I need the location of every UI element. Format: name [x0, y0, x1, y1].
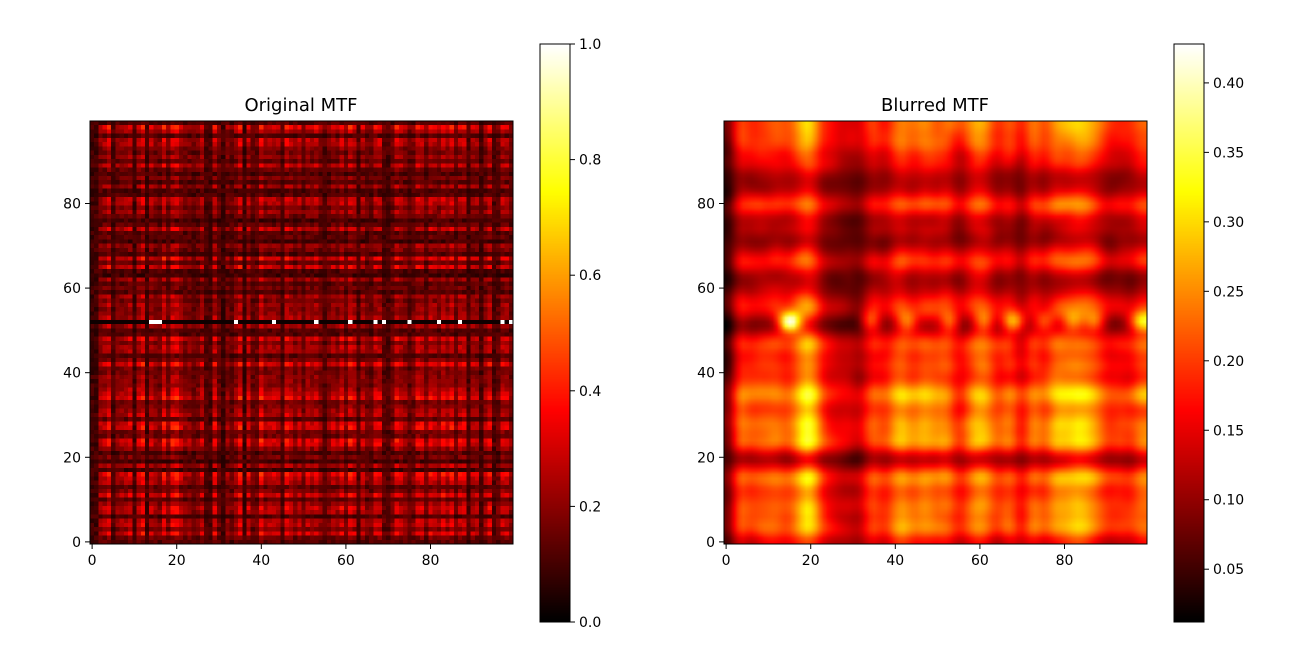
title-original-mtf: Original MTF	[244, 95, 357, 116]
axes-frame-blurred-mtf	[723, 120, 1148, 545]
x-tick-label: 0	[88, 553, 97, 569]
y-tick-label: 80	[697, 196, 715, 212]
colorbar-tick-label: 0.0	[579, 615, 601, 631]
colorbar-tick-label: 0.6	[579, 268, 601, 284]
x-axis-original-mtf: 0 20 40 60 80	[88, 544, 440, 569]
x-tick-label: 20	[802, 553, 820, 569]
y-tick-label: 40	[63, 366, 81, 382]
colorbar-tick-label: 0.4	[579, 384, 601, 400]
x-tick-label: 0	[722, 553, 731, 569]
colorbar-gradient-original-mtf	[540, 44, 570, 622]
y-axis-original-mtf: 0 20 40 60 80	[63, 196, 90, 551]
x-tick-label: 60	[337, 553, 355, 569]
y-tick-label: 0	[706, 535, 715, 551]
colorbar-tick-label: 0.40	[1213, 76, 1244, 92]
y-tick-label: 80	[63, 196, 81, 212]
y-tick-label: 20	[63, 450, 81, 466]
y-tick-label: 60	[63, 281, 81, 297]
colorbar-tick-label: 0.10	[1213, 493, 1244, 509]
axes-frame-original-mtf	[89, 120, 514, 545]
x-tick-label: 80	[422, 553, 440, 569]
colorbar-gradient-blurred-mtf	[1174, 44, 1204, 622]
colorbar-tick-label: 0.20	[1213, 354, 1244, 370]
colorbar-tick-label: 0.15	[1213, 423, 1244, 439]
x-tick-label: 40	[886, 553, 904, 569]
y-tick-label: 0	[72, 535, 81, 551]
colorbar-tick-label: 1.0	[579, 37, 601, 53]
y-tick-label: 60	[697, 281, 715, 297]
x-tick-label: 60	[971, 553, 989, 569]
y-tick-label: 20	[697, 450, 715, 466]
panel-blurred-mtf: Blurred MTF 0 20 40 60 80 0 20 40 60 80	[697, 95, 1148, 569]
x-tick-label: 80	[1056, 553, 1074, 569]
heatmap-original-mtf	[90, 121, 513, 544]
colorbar-ticks-original-mtf: 0.0 0.2 0.4 0.6 0.8 1.0	[570, 37, 601, 631]
x-axis-blurred-mtf: 0 20 40 60 80	[722, 544, 1074, 569]
y-axis-blurred-mtf: 0 20 40 60 80	[697, 196, 724, 551]
colorbar-ticks-blurred-mtf: 0.05 0.10 0.15 0.20 0.25 0.30 0.35 0.40	[1204, 76, 1244, 578]
x-tick-label: 40	[252, 553, 270, 569]
colorbar-tick-label: 0.2	[579, 499, 601, 515]
colorbar-original-mtf: 0.0 0.2 0.4 0.6 0.8 1.0	[539, 37, 601, 631]
colorbar-tick-label: 0.05	[1213, 562, 1244, 578]
colorbar-blurred-mtf: 0.05 0.10 0.15 0.20 0.25 0.30 0.35 0.40	[1173, 43, 1244, 623]
y-tick-label: 40	[697, 366, 715, 382]
colorbar-tick-label: 0.30	[1213, 215, 1244, 231]
colorbar-tick-label: 0.35	[1213, 145, 1244, 161]
colorbar-tick-label: 0.25	[1213, 284, 1244, 300]
x-tick-label: 20	[168, 553, 186, 569]
colorbar-tick-label: 0.8	[579, 153, 601, 169]
panel-original-mtf: Original MTF 0 20 40 60 80 0 20 40 60 80	[63, 95, 514, 569]
heatmap-blurred-mtf	[724, 121, 1147, 544]
title-blurred-mtf: Blurred MTF	[881, 95, 989, 116]
